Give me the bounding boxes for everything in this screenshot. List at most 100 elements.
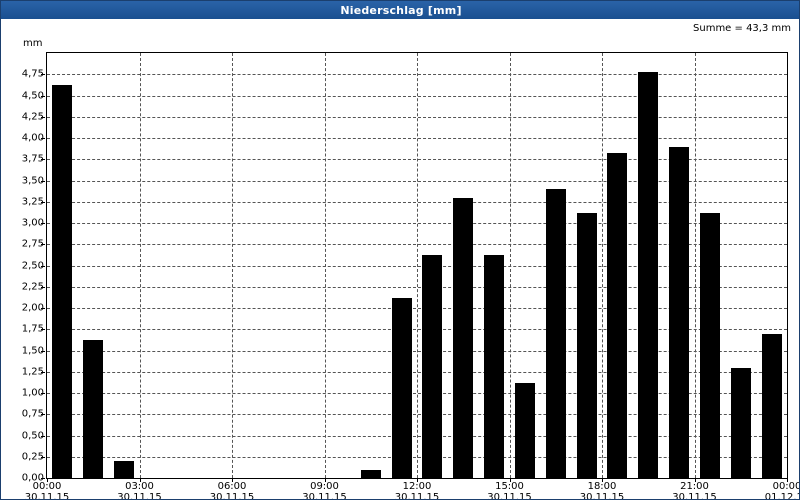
- x-tick-date: 30.11.15: [302, 492, 347, 500]
- y-tick-label: 4,00: [21, 132, 44, 144]
- bar: [545, 189, 566, 478]
- y-tick-label: 2,25: [21, 281, 44, 293]
- bar: [114, 461, 135, 478]
- y-tick-mark: [41, 116, 45, 118]
- bar: [52, 85, 73, 478]
- y-tick-mark: [41, 74, 45, 76]
- y-tick-mark: [41, 414, 45, 416]
- y-axis-ticks: 0,00 0,25 0,50 0,75 1,00 1,25 1,50 1,75 2,00 2,25…: [1, 52, 45, 484]
- x-tick-date: 30.11.15: [487, 492, 532, 500]
- x-tick-time: 21:00: [680, 481, 709, 492]
- y-tick-mark: [41, 329, 45, 331]
- y-tick-label: 2,75: [21, 238, 44, 250]
- y-tick-label: 2,00: [21, 302, 44, 314]
- x-axis-tickmarks: [46, 478, 788, 483]
- x-tick-date: 30.11.15: [24, 492, 70, 500]
- y-tick-label: 0,75: [21, 408, 44, 420]
- x-tick-label: 18:00 30.11.15: [579, 481, 625, 500]
- x-tick-mark: [417, 478, 418, 482]
- bar: [576, 212, 597, 478]
- bar: [638, 71, 659, 478]
- bar: [453, 197, 474, 478]
- x-tick-time: 09:00: [310, 481, 339, 492]
- x-tick-label: 03:00 30.11.15: [117, 481, 162, 500]
- x-tick-mark: [602, 478, 603, 482]
- x-tick-mark: [47, 478, 48, 482]
- bar: [761, 333, 782, 478]
- x-tick-mark: [139, 478, 141, 482]
- y-tick-label: 3,00: [21, 217, 44, 229]
- y-tick-label: 3,50: [21, 175, 44, 186]
- y-tick-mark: [41, 201, 45, 203]
- y-tick-mark: [41, 223, 45, 224]
- bar: [607, 153, 628, 478]
- y-tick-label: 2,50: [21, 260, 44, 271]
- y-tick-mark: [41, 159, 45, 161]
- chart-plot-frame: [46, 52, 788, 479]
- y-tick-label: 0,25: [21, 451, 44, 463]
- window-titlebar: Niederschlag [mm]: [1, 1, 799, 19]
- y-tick-label: 0,00: [21, 472, 44, 484]
- gridline-vertical: [139, 53, 141, 478]
- y-tick-mark: [41, 456, 45, 458]
- x-tick-label: 15:00 30.11.15: [487, 481, 532, 500]
- gridline-vertical: [694, 53, 696, 478]
- x-tick-time: 18:00: [587, 481, 617, 492]
- gridline-vertical: [324, 53, 326, 478]
- y-tick-mark: [41, 265, 45, 267]
- y-tick-mark: [41, 478, 45, 479]
- y-tick-label: 1,25: [21, 366, 44, 378]
- y-tick-label: 1,75: [21, 323, 44, 335]
- bar: [484, 255, 505, 478]
- x-tick-label: 21:00 30.11.15: [672, 481, 717, 499]
- bar: [391, 297, 412, 478]
- x-tick-time: 06:00: [217, 481, 247, 492]
- plot-area: Summe = 43,3 mm mm 0,00 0,25 0,50 0,75 1,00 1…: [1, 19, 799, 499]
- x-tick-date: 30.11.15: [209, 492, 255, 500]
- y-tick-label: 4,25: [21, 111, 44, 123]
- bar: [699, 212, 720, 478]
- y-tick-mark: [41, 180, 45, 182]
- x-tick-mark: [509, 478, 511, 482]
- x-tick-mark: [694, 478, 696, 482]
- y-tick-label: 3,75: [21, 153, 44, 165]
- x-tick-date: 30.11.15: [579, 492, 625, 500]
- y-tick-label: 1,00: [21, 387, 44, 399]
- x-tick-date: 30.11.15: [117, 492, 162, 500]
- y-axis-unit-label: mm: [23, 38, 43, 49]
- y-tick-label: 1,50: [21, 345, 44, 356]
- y-tick-mark: [41, 393, 45, 394]
- x-tick-time: 12:00: [402, 481, 432, 492]
- x-tick-mark: [787, 478, 788, 482]
- gridline-vertical: [509, 53, 511, 478]
- x-tick-time: 15:00: [495, 481, 524, 492]
- y-tick-mark: [41, 244, 45, 246]
- x-tick-time: 00:00: [32, 481, 62, 492]
- x-tick-label: 00:00 30.11.15: [24, 481, 70, 500]
- x-tick-date: 30.11.15: [394, 492, 440, 500]
- y-tick-label: 4,75: [21, 68, 44, 80]
- y-tick-label: 4,50: [21, 90, 44, 101]
- x-axis-ticks: 00:00 30.11.15 03:00 30.11.15 06:00 30.11.15 0…: [25, 481, 799, 500]
- bar: [83, 340, 104, 478]
- y-tick-mark: [41, 95, 45, 97]
- x-tick-label: 06:00 30.11.15: [209, 481, 255, 500]
- x-tick-time: 00:00: [772, 481, 800, 492]
- y-tick-mark: [41, 435, 45, 437]
- bar: [669, 146, 690, 478]
- x-tick-mark: [232, 478, 233, 482]
- gridline-vertical: [417, 53, 418, 478]
- y-tick-mark: [41, 371, 45, 373]
- x-tick-mark: [324, 478, 326, 482]
- x-tick-label: 12:00 30.11.15: [394, 481, 440, 500]
- y-tick-label: 3,25: [21, 196, 44, 208]
- gridline-vertical: [602, 53, 603, 478]
- x-tick-time: 03:00: [125, 481, 154, 492]
- bar: [360, 469, 381, 478]
- window-title: Niederschlag [mm]: [340, 3, 462, 17]
- y-tick-mark: [41, 138, 45, 139]
- gridline-vertical: [232, 53, 233, 478]
- bar: [730, 367, 751, 478]
